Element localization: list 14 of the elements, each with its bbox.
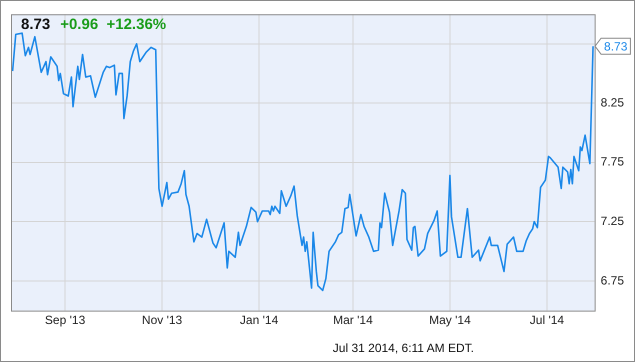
chart-subtitle: +0.96 +12.36% — [60, 16, 166, 32]
x-tick-label: Nov '13 — [142, 313, 183, 328]
annotation: 8.73 — [604, 40, 628, 54]
x-tick-label: Mar '14 — [333, 313, 374, 328]
y-tick-label: 8.25 — [600, 95, 624, 110]
chart-title: 8.73 — [21, 16, 50, 32]
x-tick-label: Jul '14 — [530, 313, 564, 328]
x-tick-label: May '14 — [429, 313, 472, 328]
y-tick-label: 7.75 — [600, 154, 624, 169]
x-tick-label: Sep '13 — [44, 313, 86, 328]
text: Jul 31 2014, 6:11 AM EDT. — [332, 341, 474, 355]
y-tick-label: 7.25 — [600, 214, 624, 228]
y-tick-label: 6.75 — [600, 273, 624, 288]
x-tick-label: Jan '14 — [240, 313, 279, 328]
